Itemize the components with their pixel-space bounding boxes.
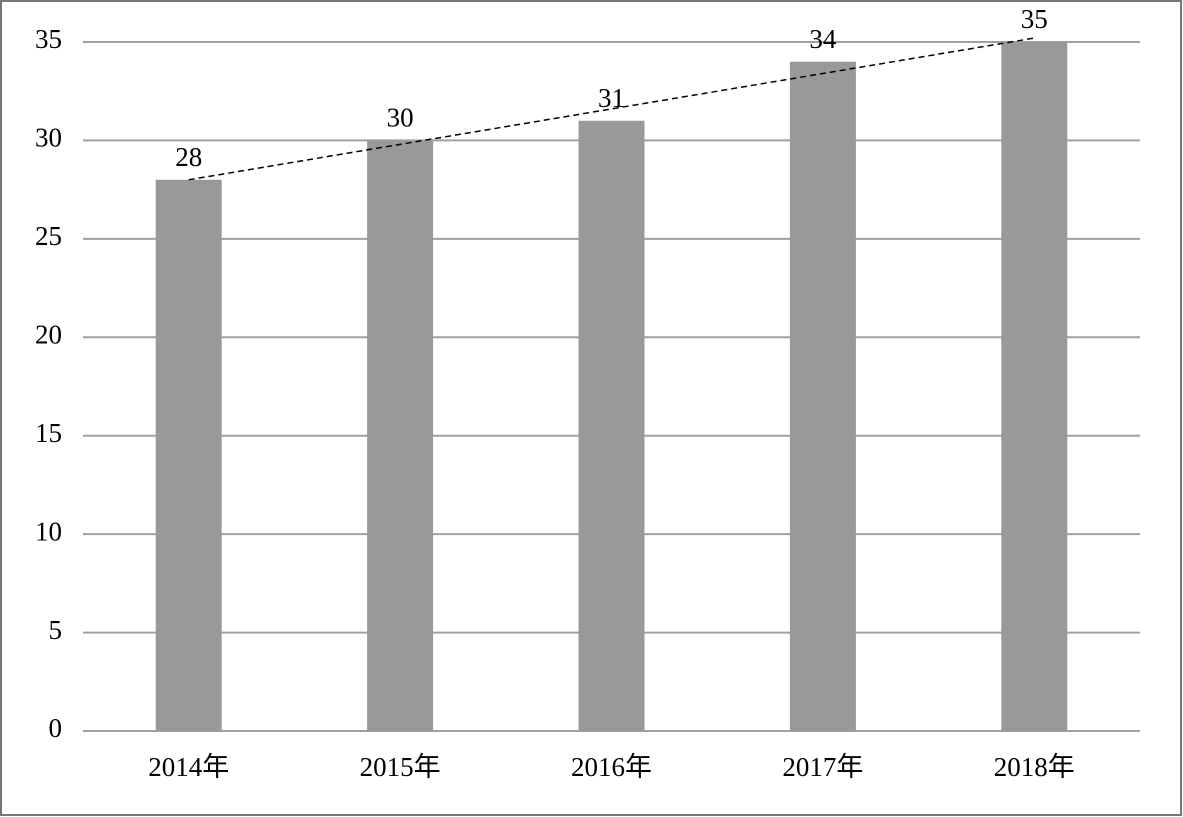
y-tick-label: 30: [35, 123, 62, 153]
bar: [789, 61, 856, 731]
y-tick-label: 25: [35, 221, 62, 251]
x-tick-label: 2015年: [360, 752, 441, 782]
x-tick-label: 2018年: [994, 752, 1075, 782]
y-tick-label: 10: [35, 516, 62, 546]
bar: [155, 179, 222, 732]
data-label: 34: [809, 24, 837, 54]
data-label: 30: [387, 103, 414, 133]
bar: [1001, 42, 1068, 731]
data-label: 35: [1021, 4, 1048, 34]
x-tick-label: 2017年: [782, 752, 863, 782]
y-tick-label: 5: [49, 615, 63, 645]
data-label: 28: [175, 142, 202, 172]
y-tick-label: 20: [35, 319, 62, 349]
trendline: [188, 37, 1035, 181]
bar: [367, 140, 434, 731]
data-label: 31: [598, 83, 625, 113]
y-tick-label: 0: [49, 713, 63, 743]
x-tick-label: 2016年: [571, 752, 652, 782]
x-tick-label: 2014年: [148, 752, 229, 782]
y-tick-label: 35: [35, 24, 62, 54]
bar: [578, 120, 645, 731]
y-tick-label: 15: [35, 418, 62, 448]
